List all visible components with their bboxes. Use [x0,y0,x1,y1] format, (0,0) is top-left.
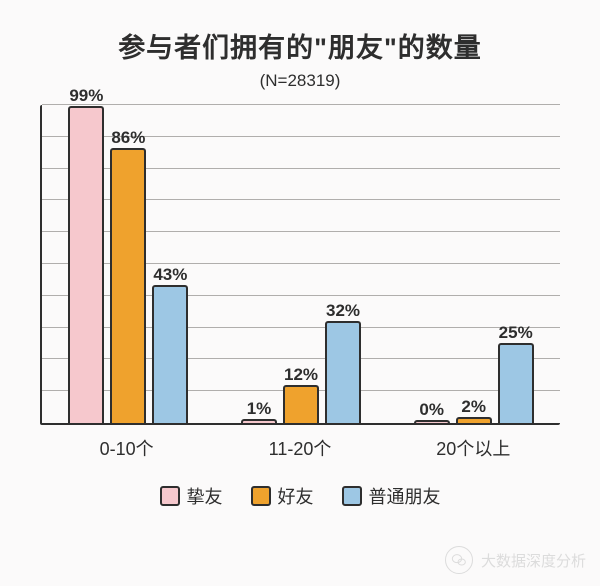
legend-label: 普通朋友 [369,483,441,509]
bar-value-label: 99% [69,86,103,106]
bar-value-label: 12% [284,365,318,385]
bar-value-label: 86% [111,128,145,148]
x-tick-label: 20个以上 [387,435,560,461]
bar-value-label: 2% [461,397,486,417]
bar: 32% [325,321,361,423]
bar-value-label: 1% [247,399,272,419]
legend-swatch [342,486,362,506]
x-axis-labels: 0-10个11-20个20个以上 [40,435,560,461]
watermark-text: 大数据深度分析 [481,550,586,571]
bar: 1% [241,419,277,423]
bar-value-label: 25% [499,323,533,343]
x-tick-label: 11-20个 [213,435,386,461]
bar-value-label: 32% [326,301,360,321]
legend-swatch [160,486,180,506]
bar-group: 0% 2% 25% [387,105,560,423]
legend-label: 挚友 [187,483,223,509]
bar-group: 99%86%43% [42,105,215,423]
legend-label: 好友 [278,483,314,509]
bar: 86% [110,148,146,423]
bar: 43% [152,285,188,423]
bar-value-label: 43% [153,265,187,285]
wechat-icon [445,546,473,574]
bar: 12% [283,385,319,423]
legend-item: 普通朋友 [342,483,441,509]
bar: 99% [68,106,104,423]
legend: 挚友 好友 普通朋友 [0,483,600,509]
bar-value-label: 0% [419,400,444,420]
legend-swatch [251,486,271,506]
bar: 25% [498,343,534,423]
bar-group: 1%12%32% [215,105,388,423]
bar: 0% [414,420,450,423]
bar: 2% [456,417,492,423]
legend-item: 挚友 [160,483,223,509]
x-tick-label: 0-10个 [40,435,213,461]
legend-item: 好友 [251,483,314,509]
watermark: 大数据深度分析 [445,546,586,574]
plot-area: 99%86%43%1%12%32%0%2%25% [40,105,560,425]
chart-title: 参与者们拥有的"朋友"的数量 [0,0,600,65]
